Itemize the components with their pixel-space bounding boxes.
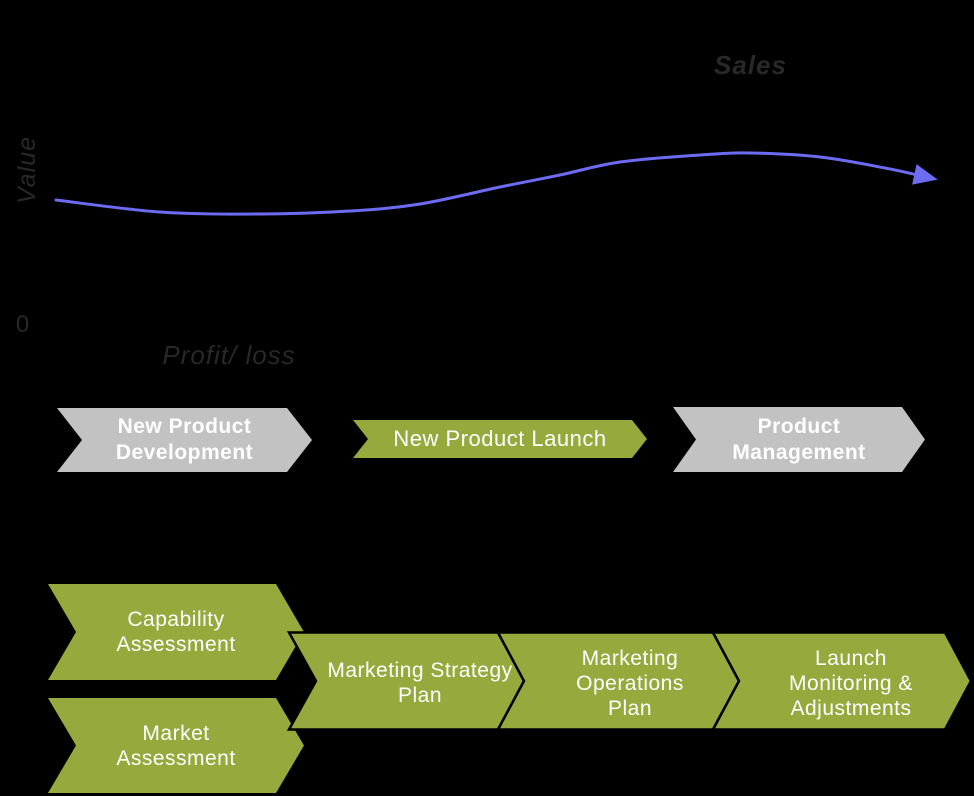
zero-tick-label: 0: [15, 311, 31, 338]
substage-market-assessment: Market Assessment: [48, 698, 304, 793]
substage-launch-monitoring-shape: [710, 631, 973, 731]
profit-loss-label: Profit/ loss: [162, 340, 296, 370]
sales-label: Sales: [714, 50, 787, 80]
stage-label: Product Management: [732, 414, 866, 464]
substage-band-svg: [286, 631, 973, 731]
substage-marketing-operations-plan-label: Marketing Operations Plan: [576, 647, 684, 720]
stage-label: New Product Launch: [393, 426, 607, 451]
stage-label: New Product Development: [115, 415, 254, 464]
stage-product-management: Product Management: [673, 407, 925, 472]
stage-new-product-launch: New Product Launch: [353, 420, 647, 458]
substage-label: Market Assessment: [116, 721, 236, 770]
sales-curve-path: [54, 151, 938, 216]
stage-new-product-development: New Product Development: [57, 408, 312, 472]
substage-capability-assessment: Capability Assessment: [48, 584, 304, 680]
substage-label: Capability Assessment: [116, 608, 236, 656]
substage-marketing-strategy-plan-label: Marketing Strategy Plan: [327, 659, 513, 707]
value-axis-label: Value: [13, 136, 41, 205]
substage-launch-monitoring-label: Launch Monitoring & Adjustments: [789, 647, 913, 720]
